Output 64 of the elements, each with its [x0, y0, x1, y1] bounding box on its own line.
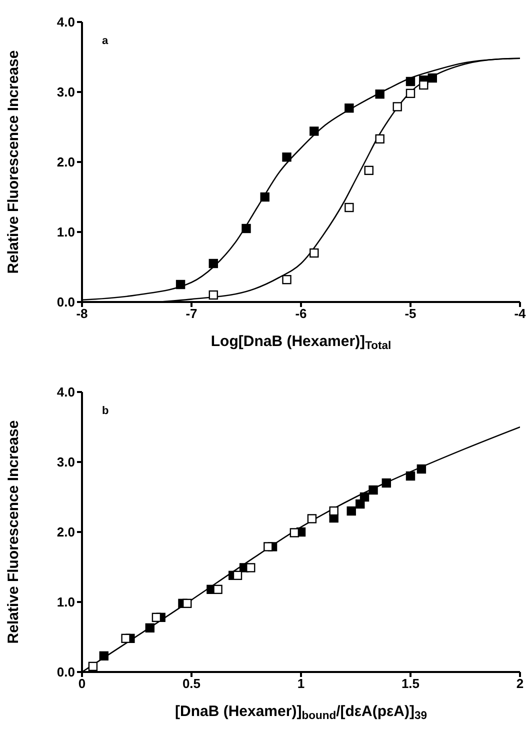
- point: [344, 104, 354, 113]
- x-tick-label: 0.5: [182, 676, 201, 692]
- point: [375, 90, 384, 99]
- point: [99, 651, 108, 660]
- x-tick-label: -5: [404, 306, 416, 322]
- point: [406, 471, 416, 481]
- y-tick-label: 0.0: [56, 294, 75, 310]
- y-axis-title: Relative Fluorescence Increase: [5, 50, 22, 274]
- y-axis-title: Relative Fluorescence Increase: [5, 420, 22, 644]
- point: [360, 492, 370, 502]
- point: [208, 258, 218, 268]
- x-tick-label: -6: [295, 306, 307, 322]
- y-tick-label: 4.0: [56, 14, 75, 30]
- x-axis-title: Log[DnaB (Hexamer)]$_{Total}$: [210, 333, 392, 352]
- x-axis-title: [DnaB (Hexamer)]$_{bound}$/[dεA(pεA)]$_{39}$: [175, 703, 427, 722]
- point: [344, 202, 354, 212]
- annotation: a: [102, 35, 109, 47]
- point: [346, 506, 356, 516]
- y-tick-label: 2.0: [56, 524, 75, 540]
- point: [88, 662, 98, 671]
- x-tick-label: 0: [78, 676, 86, 692]
- y-tick-label: 3.0: [56, 454, 75, 470]
- point: [232, 570, 242, 580]
- point: [382, 478, 392, 488]
- point: [428, 73, 437, 83]
- point: [176, 280, 186, 290]
- point: [182, 598, 192, 608]
- point: [329, 506, 338, 516]
- point: [264, 542, 273, 552]
- x-tick-label: -7: [186, 306, 198, 322]
- point: [213, 584, 222, 594]
- point: [368, 485, 378, 495]
- point: [310, 126, 319, 136]
- y-tick-label: 0.0: [56, 664, 75, 680]
- point: [416, 464, 426, 474]
- point: [307, 514, 317, 524]
- point: [246, 563, 256, 572]
- x-tick-label: 1: [297, 676, 305, 692]
- y-tick-label: 1.0: [56, 594, 75, 610]
- point: [121, 634, 130, 643]
- point: [375, 134, 384, 144]
- point: [260, 192, 270, 202]
- point: [392, 102, 402, 112]
- point: [290, 528, 300, 538]
- x-tick-label: 1.5: [401, 676, 420, 692]
- point: [282, 275, 292, 284]
- x-tick-label: -8: [76, 306, 88, 322]
- x-tick-label: 2: [516, 676, 524, 692]
- point: [419, 80, 428, 90]
- x-tick-label: -4: [514, 306, 527, 322]
- point: [145, 623, 154, 632]
- point: [208, 290, 218, 300]
- point: [406, 88, 416, 98]
- y-tick-label: 1.0: [56, 224, 75, 240]
- y-tick-label: 3.0: [56, 84, 75, 100]
- point: [310, 248, 319, 258]
- y-tick-label: 4.0: [56, 384, 75, 400]
- point: [152, 612, 162, 622]
- point: [242, 224, 251, 234]
- point: [406, 76, 416, 86]
- point: [364, 166, 374, 175]
- y-tick-label: 2.0: [56, 154, 75, 170]
- point: [282, 152, 292, 162]
- annotation: b: [102, 405, 109, 417]
